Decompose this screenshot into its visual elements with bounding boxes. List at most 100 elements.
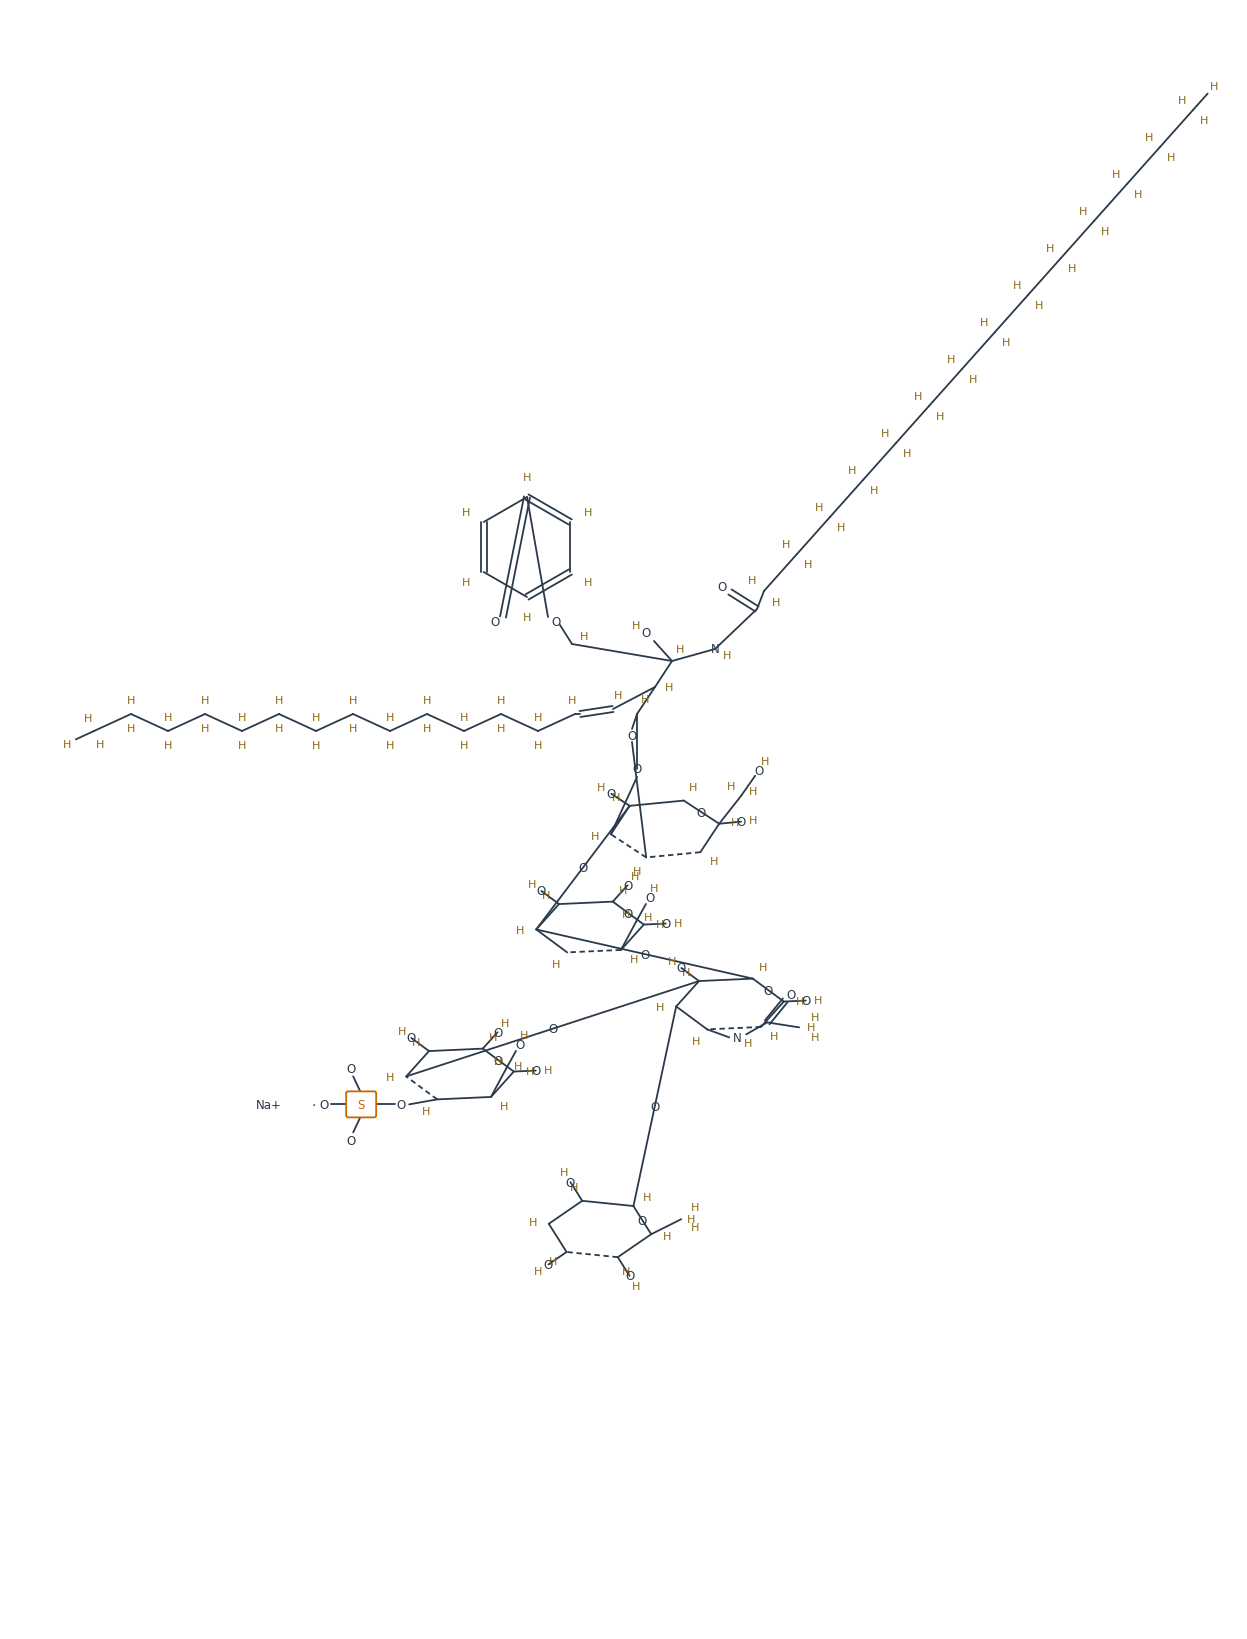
Text: H: H bbox=[643, 913, 652, 923]
Text: H: H bbox=[1046, 244, 1054, 254]
Text: H: H bbox=[656, 1003, 665, 1013]
Text: H: H bbox=[127, 695, 135, 705]
Text: H: H bbox=[1003, 338, 1010, 347]
Text: H: H bbox=[807, 1023, 816, 1033]
Text: H: H bbox=[969, 375, 978, 385]
Text: H: H bbox=[748, 816, 757, 826]
Text: H: H bbox=[1035, 302, 1044, 311]
Text: H: H bbox=[544, 1065, 552, 1075]
Text: H: H bbox=[692, 1036, 701, 1047]
Text: H: H bbox=[535, 1267, 542, 1277]
Text: H: H bbox=[769, 1033, 778, 1042]
Text: O: O bbox=[551, 616, 561, 629]
Text: H: H bbox=[1013, 280, 1021, 290]
Text: O: O bbox=[606, 788, 616, 801]
Text: H: H bbox=[423, 723, 431, 734]
Text: H: H bbox=[463, 577, 470, 588]
Text: O: O bbox=[641, 628, 651, 641]
Text: H: H bbox=[744, 1039, 752, 1049]
Text: H: H bbox=[522, 613, 531, 623]
Text: H: H bbox=[813, 995, 822, 1005]
Text: H: H bbox=[1200, 116, 1208, 126]
Text: H: H bbox=[656, 919, 663, 929]
Text: H: H bbox=[848, 465, 855, 475]
Text: O: O bbox=[494, 1054, 503, 1067]
Text: H: H bbox=[650, 883, 658, 893]
Text: H: H bbox=[385, 713, 394, 723]
Text: H: H bbox=[62, 739, 71, 749]
Text: H: H bbox=[691, 1223, 700, 1233]
Text: H: H bbox=[622, 1265, 631, 1275]
Text: H: H bbox=[710, 857, 718, 867]
Text: H: H bbox=[597, 783, 605, 793]
Text: H: H bbox=[163, 713, 172, 723]
Text: H: H bbox=[804, 559, 812, 570]
Text: O: O bbox=[397, 1098, 405, 1111]
Text: H: H bbox=[312, 713, 320, 723]
Text: H: H bbox=[201, 723, 209, 734]
Text: H: H bbox=[946, 354, 955, 365]
Text: O: O bbox=[515, 1039, 525, 1052]
Text: H: H bbox=[514, 1062, 522, 1072]
Text: H: H bbox=[520, 1031, 529, 1041]
Text: O: O bbox=[531, 1064, 540, 1077]
Text: H: H bbox=[673, 918, 682, 928]
Text: H: H bbox=[614, 690, 622, 700]
Text: H: H bbox=[489, 1033, 498, 1042]
Text: O: O bbox=[407, 1033, 416, 1044]
Text: H: H bbox=[516, 926, 525, 936]
Text: H: H bbox=[630, 956, 638, 965]
Text: H: H bbox=[796, 997, 804, 1006]
Text: H: H bbox=[811, 1013, 819, 1023]
Text: H: H bbox=[201, 695, 209, 705]
Text: O: O bbox=[637, 1214, 647, 1228]
Text: H: H bbox=[527, 879, 536, 890]
Text: O: O bbox=[646, 892, 655, 905]
Text: O: O bbox=[717, 582, 727, 593]
Text: N: N bbox=[733, 1031, 742, 1044]
Text: S: S bbox=[358, 1098, 365, 1111]
Text: H: H bbox=[667, 956, 676, 967]
Text: H: H bbox=[84, 715, 92, 724]
Text: H: H bbox=[460, 741, 468, 751]
Text: H: H bbox=[814, 503, 823, 513]
Text: H: H bbox=[560, 1167, 569, 1177]
Text: H: H bbox=[631, 872, 640, 882]
Text: H: H bbox=[349, 723, 357, 734]
Text: H: H bbox=[914, 392, 922, 402]
Text: O: O bbox=[632, 764, 642, 775]
Text: O: O bbox=[544, 1259, 554, 1272]
Text: H: H bbox=[584, 508, 592, 518]
Text: O: O bbox=[801, 995, 811, 1008]
Text: O: O bbox=[763, 983, 773, 997]
Text: H: H bbox=[238, 741, 246, 751]
Text: O: O bbox=[754, 765, 764, 779]
Text: H: H bbox=[496, 723, 505, 734]
Text: H: H bbox=[748, 575, 756, 587]
Text: H: H bbox=[1167, 152, 1176, 162]
Text: H: H bbox=[460, 713, 468, 723]
Text: H: H bbox=[463, 508, 470, 518]
Text: O: O bbox=[624, 879, 632, 892]
Text: O: O bbox=[640, 947, 650, 960]
Text: H: H bbox=[529, 1218, 537, 1228]
Text: H: H bbox=[500, 1101, 508, 1111]
Text: O: O bbox=[547, 1023, 557, 1036]
Text: H: H bbox=[687, 1214, 696, 1224]
Text: H: H bbox=[522, 472, 531, 484]
Text: ·: · bbox=[312, 1098, 317, 1113]
Text: O: O bbox=[347, 1134, 355, 1147]
Text: H: H bbox=[782, 539, 791, 549]
Text: H: H bbox=[1177, 97, 1186, 107]
Text: H: H bbox=[387, 1072, 394, 1082]
Text: H: H bbox=[663, 1231, 671, 1241]
Text: O: O bbox=[661, 918, 671, 931]
Text: H: H bbox=[1111, 170, 1120, 180]
Text: H: H bbox=[1079, 207, 1087, 216]
Text: H: H bbox=[412, 1037, 420, 1047]
Text: H: H bbox=[591, 831, 599, 841]
Text: H: H bbox=[727, 782, 736, 792]
Text: H: H bbox=[584, 577, 592, 588]
Text: O: O bbox=[677, 962, 686, 975]
Text: H: H bbox=[682, 967, 691, 977]
